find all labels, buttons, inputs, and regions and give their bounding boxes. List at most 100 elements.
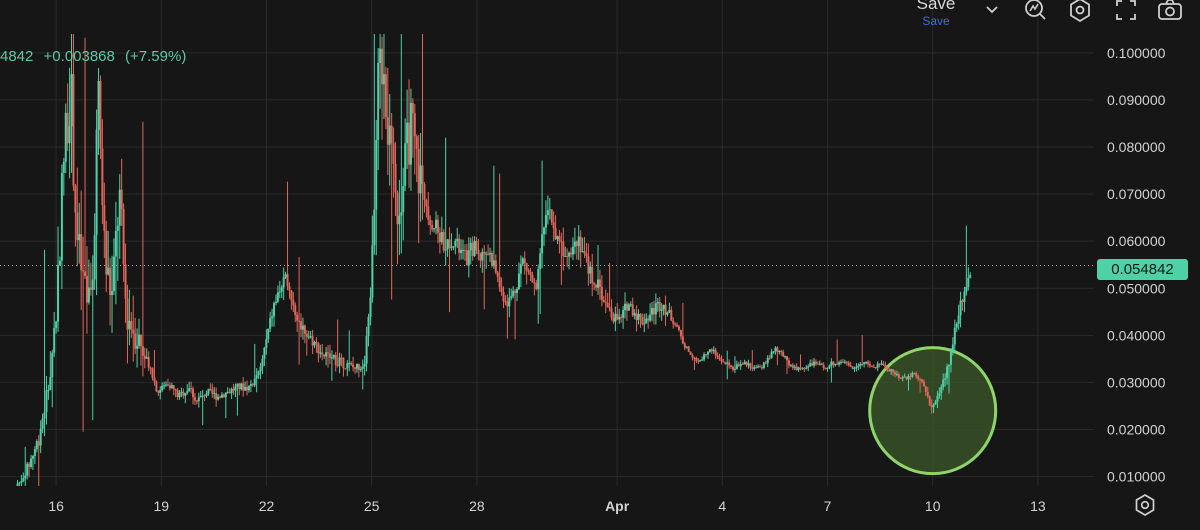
- candle-body: [161, 385, 164, 390]
- candle-body: [521, 258, 524, 265]
- candle-body: [136, 345, 139, 349]
- candle-body: [544, 215, 547, 228]
- candle-body: [814, 361, 817, 364]
- candle-body: [298, 320, 301, 322]
- candle-body: [367, 316, 370, 337]
- candle-body: [84, 271, 87, 277]
- settings-hexagon-icon[interactable]: [1066, 0, 1094, 24]
- candle-body: [87, 287, 90, 303]
- candle-body: [269, 318, 272, 329]
- candle-body: [126, 298, 129, 330]
- candle-body: [552, 222, 555, 229]
- candle-body: [39, 428, 42, 446]
- chevron-down-icon[interactable]: [978, 0, 1006, 24]
- candle-body: [440, 232, 443, 242]
- candle-body: [726, 362, 729, 364]
- candle-body: [186, 391, 189, 393]
- candle-body: [668, 309, 671, 313]
- candle-body: [192, 388, 195, 398]
- candle-body: [847, 362, 850, 366]
- candle-body: [944, 378, 947, 380]
- candle-body: [220, 394, 223, 398]
- candle-body: [558, 236, 561, 242]
- candle-body: [51, 352, 54, 378]
- candle-body: [888, 370, 891, 372]
- candle-body: [656, 301, 659, 304]
- candle-body: [112, 256, 115, 292]
- candle-body: [28, 463, 31, 467]
- candle-body: [116, 225, 119, 231]
- candle-body: [593, 283, 596, 285]
- candle-body: [843, 361, 846, 363]
- candle-body: [458, 238, 461, 253]
- y-tick-label: 0.100000: [1107, 45, 1166, 61]
- candle-body: [838, 362, 841, 365]
- candle-body: [483, 252, 486, 254]
- candle-body: [436, 219, 439, 233]
- candle-body: [433, 228, 436, 230]
- candle-body: [303, 325, 306, 334]
- candle-body: [876, 363, 879, 368]
- candle-body: [95, 129, 98, 236]
- candle-body: [654, 303, 657, 315]
- candle-body: [300, 321, 303, 330]
- candle-body: [307, 336, 310, 338]
- camera-icon[interactable]: [1156, 0, 1184, 24]
- candle-body: [959, 300, 962, 316]
- chart-settings-icon[interactable]: [1132, 492, 1158, 518]
- candle-body: [706, 351, 709, 355]
- candle-body: [951, 344, 954, 352]
- candle-body: [946, 366, 949, 379]
- candle-body: [228, 391, 231, 394]
- candle-body: [101, 148, 104, 206]
- candle-body: [334, 354, 337, 366]
- candle-body: [292, 300, 295, 306]
- candle-body: [861, 363, 864, 365]
- candle-body: [444, 249, 447, 251]
- candle-body: [543, 227, 546, 235]
- x-tick-label: 19: [154, 498, 170, 514]
- candle-body: [340, 357, 343, 359]
- highlight-circle: [868, 346, 998, 476]
- candle-body: [899, 377, 902, 379]
- save-button[interactable]: Save Save: [908, 0, 964, 28]
- candle-body: [926, 391, 929, 397]
- candle-body: [130, 320, 133, 330]
- candle-body: [157, 391, 160, 393]
- candle-body: [720, 359, 723, 362]
- candle-body: [481, 252, 484, 261]
- candle-body: [323, 354, 326, 357]
- candle-body: [359, 368, 362, 371]
- candle-body: [845, 361, 848, 363]
- candle-body: [64, 112, 67, 162]
- fullscreen-icon[interactable]: [1112, 0, 1140, 24]
- candle-body: [404, 143, 407, 186]
- candle-body: [641, 317, 644, 325]
- candle-body: [244, 386, 247, 391]
- candle-body: [463, 249, 466, 251]
- candle-body: [872, 366, 875, 368]
- candle-body: [571, 246, 574, 255]
- candle-body: [249, 384, 252, 387]
- chart-grid: [0, 0, 1094, 486]
- candle-body: [799, 367, 802, 369]
- candle-body: [66, 112, 69, 144]
- candle-body: [739, 363, 742, 367]
- candle-body: [548, 209, 551, 211]
- candle-body: [419, 165, 422, 194]
- candle-body: [45, 390, 48, 413]
- save-sublabel: Save: [922, 14, 950, 28]
- candle-body: [624, 303, 627, 310]
- candle-body: [211, 389, 214, 394]
- candle-body: [786, 356, 789, 361]
- candle-body: [753, 367, 756, 369]
- indicator-icon[interactable]: [1021, 0, 1049, 24]
- candle-body: [446, 239, 449, 250]
- candle-body: [213, 393, 216, 395]
- candle-body: [219, 396, 222, 398]
- candle-body: [625, 303, 628, 311]
- candle-body: [452, 246, 455, 248]
- candle-body: [479, 254, 482, 261]
- candle-body: [874, 367, 877, 369]
